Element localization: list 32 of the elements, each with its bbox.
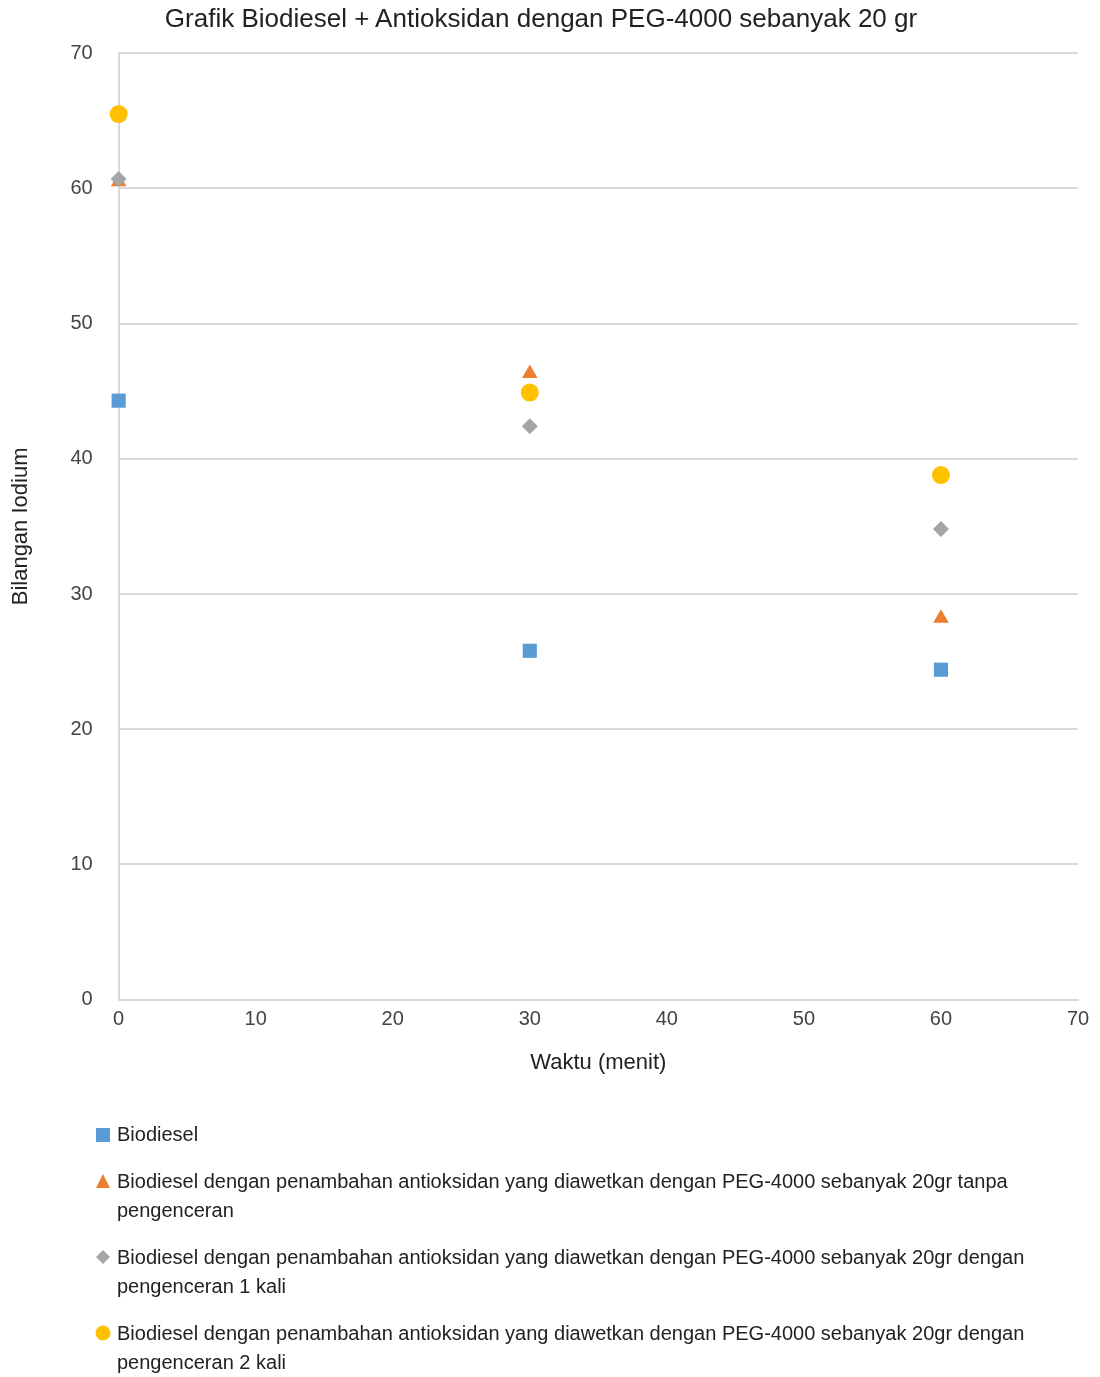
point bbox=[111, 393, 126, 408]
x-axis-title: Waktu (menit) bbox=[530, 1048, 667, 1074]
legend-label: Biodiesel dengan penambahan antioksidan yang diawetkan dengan PEG-4000 sebanyak 20gr dengan pengenceran 2 kali bbox=[117, 1321, 1026, 1375]
point bbox=[520, 383, 539, 402]
y-tick-label: 30 bbox=[70, 581, 93, 604]
x-tick-label: 40 bbox=[655, 1007, 678, 1030]
x-tick-label: 20 bbox=[381, 1007, 404, 1030]
point bbox=[932, 521, 949, 538]
x-tick-label: 50 bbox=[792, 1007, 816, 1030]
legend-label: Biodiesel bbox=[117, 1122, 199, 1147]
x-tick-label: 30 bbox=[518, 1007, 541, 1030]
y-tick-label: 10 bbox=[70, 851, 93, 874]
point bbox=[933, 662, 949, 677]
y-tick-label: 70 bbox=[70, 40, 93, 63]
legend-label: Biodiesel dengan penambahan antioksidan yang diawetkan dengan PEG-4000 sebanyak 20gr dengan pengenceran 1 kali bbox=[117, 1245, 1026, 1299]
point bbox=[109, 105, 128, 124]
legend-label: Biodiesel dengan penambahan antioksidan yang diawetkan dengan PEG-4000 sebanyak 20gr tanpa pengenceran bbox=[117, 1169, 1009, 1223]
x-tick-label: 10 bbox=[244, 1007, 267, 1030]
y-tick-label: 50 bbox=[70, 311, 93, 334]
y-axis-title: Bilangan Iodium bbox=[7, 447, 33, 606]
x-tick-label: 60 bbox=[929, 1007, 953, 1030]
y-tick-label: 20 bbox=[70, 716, 93, 739]
y-tick-label: 0 bbox=[81, 987, 93, 1010]
x-tick-label: 70 bbox=[1066, 1007, 1090, 1030]
y-tick-label: 60 bbox=[70, 175, 93, 198]
chart-title: Grafik Biodiesel + Antioksidan dengan PEG-4000 sebanyak 20 gr bbox=[164, 2, 918, 33]
x-tick-label: 0 bbox=[113, 1007, 125, 1030]
y-tick-label: 40 bbox=[70, 446, 93, 469]
point bbox=[522, 643, 537, 658]
point bbox=[931, 466, 950, 485]
point bbox=[522, 364, 538, 379]
point bbox=[521, 418, 538, 435]
